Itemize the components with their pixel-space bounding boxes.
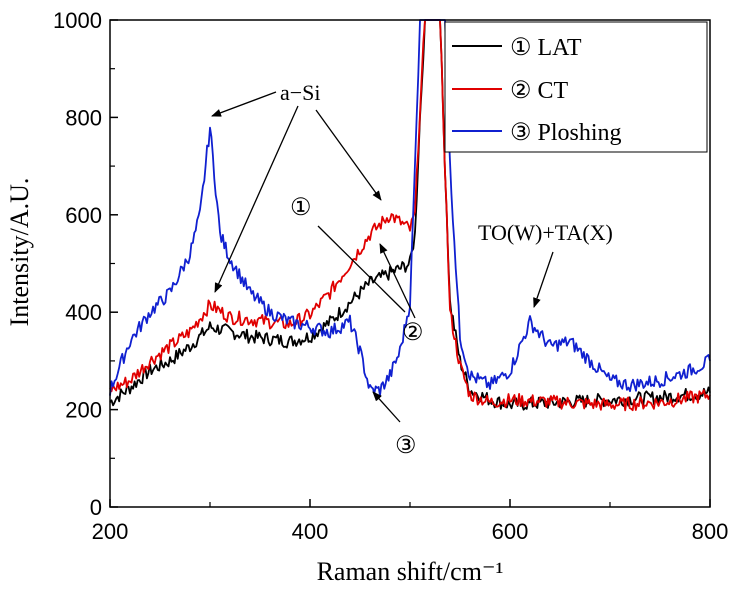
marker-label-1: ① [290,195,312,221]
annotation-a-si: a−Si [280,80,321,105]
series-line-ct [109,19,711,412]
y-tick-label-0: 0 [90,495,102,520]
y-tick-label-800: 800 [65,105,102,130]
x-tick-label-600: 600 [492,519,529,544]
marker-label-2: ② [402,320,424,346]
annotation-layer [211,91,554,423]
y-tick-label-200: 200 [65,398,102,423]
legend: ① LAT ② CT ③ Ploshing [444,21,708,153]
series-layer [109,19,711,412]
arrow-a-si-to-ploshing-peak [211,91,277,117]
y-tick-label-1000: 1000 [53,8,102,33]
legend-label-ploshing: ③ Ploshing [510,120,622,146]
x-tick-label-400: 400 [292,519,329,544]
x-axis-title: Raman shift/cm⁻¹ [317,557,504,586]
legend-label-lat: ① LAT [510,35,582,61]
arrow-marker-3 [372,391,401,423]
y-tick-label-600: 600 [65,203,102,228]
x-tick-label-200: 200 [92,519,129,544]
legend-label-ct: ② CT [510,78,569,104]
arrow-a-si-to-lat-peak [214,105,299,293]
arrow-to-ta-peak [533,251,554,308]
y-axis-title: Intensity/A.U. [5,178,34,327]
marker-label-3: ③ [395,433,417,459]
x-tick-label-800: 800 [692,519,729,544]
arrow-marker-2 [379,243,416,319]
annotation-to-ta: TO(W)+TA(X) [478,220,613,245]
y-tick-label-400: 400 [65,300,102,325]
arrow-a-si-to-ct-shoulder [315,109,382,201]
pointer-marker-1 [317,225,406,313]
series-line-ploshing [109,19,711,397]
